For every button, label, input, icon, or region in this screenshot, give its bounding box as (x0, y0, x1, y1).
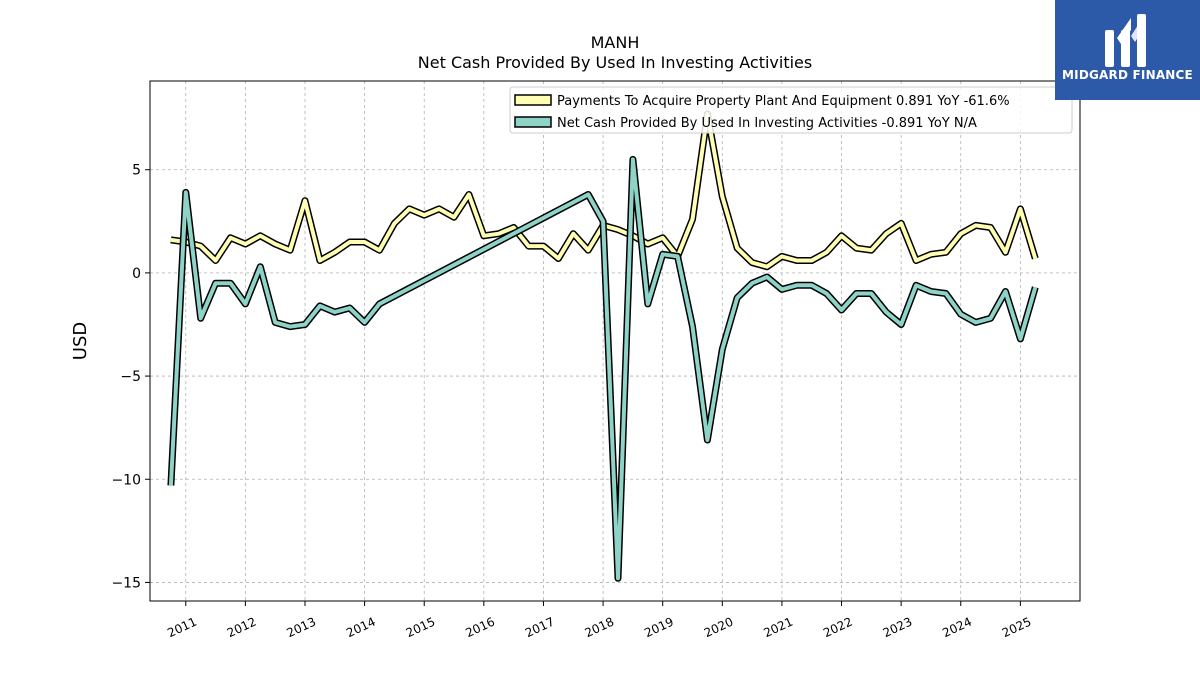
x-tick-label: 2019 (642, 615, 676, 641)
x-tick-label: 2016 (463, 615, 497, 641)
grid-lines (150, 81, 1080, 601)
brand-logo-icon (1105, 14, 1146, 67)
x-tick-label: 2014 (344, 615, 378, 641)
x-tick-label: 2025 (1000, 615, 1034, 641)
brand-logo: MIDGARD FINANCE (1055, 0, 1200, 100)
x-tick-label: 2013 (285, 615, 319, 641)
legend-label: Net Cash Provided By Used In Investing A… (557, 116, 977, 131)
chart-subtitle: Net Cash Provided By Used In Investing A… (418, 53, 812, 72)
plot-frame (149, 80, 1081, 602)
legend-swatch (514, 94, 552, 106)
legend: Payments To Acquire Property Plant And E… (509, 86, 1073, 134)
x-tick-label: 2015 (404, 615, 438, 641)
x-tick-label: 2020 (702, 615, 736, 641)
y-tick-label: −5 (120, 369, 141, 385)
x-tick-label: 2022 (821, 615, 855, 641)
legend-label: Payments To Acquire Property Plant And E… (557, 94, 1010, 109)
legend-box (509, 86, 1073, 134)
x-tick-label: 2023 (881, 615, 915, 641)
brand-name: MIDGARD FINANCE (1062, 68, 1193, 82)
y-tick-label: −10 (111, 472, 141, 488)
y-tick-label: −15 (111, 575, 141, 591)
x-tick-label: 2011 (165, 615, 199, 641)
series-line (168, 157, 1038, 581)
y-axis-label: USD (70, 322, 91, 360)
x-tick-label: 2024 (940, 615, 974, 641)
series-layer (167, 110, 1039, 582)
x-tick-label: 2017 (523, 615, 557, 641)
x-tick-label: 2018 (583, 615, 617, 641)
y-tick-label: 0 (132, 266, 141, 282)
legend-swatch (514, 116, 552, 128)
x-tick-label: 2012 (225, 615, 259, 641)
y-tick-label: 5 (132, 163, 141, 179)
chart-title: MANH (591, 33, 640, 52)
x-tick-label: 2021 (761, 615, 795, 641)
